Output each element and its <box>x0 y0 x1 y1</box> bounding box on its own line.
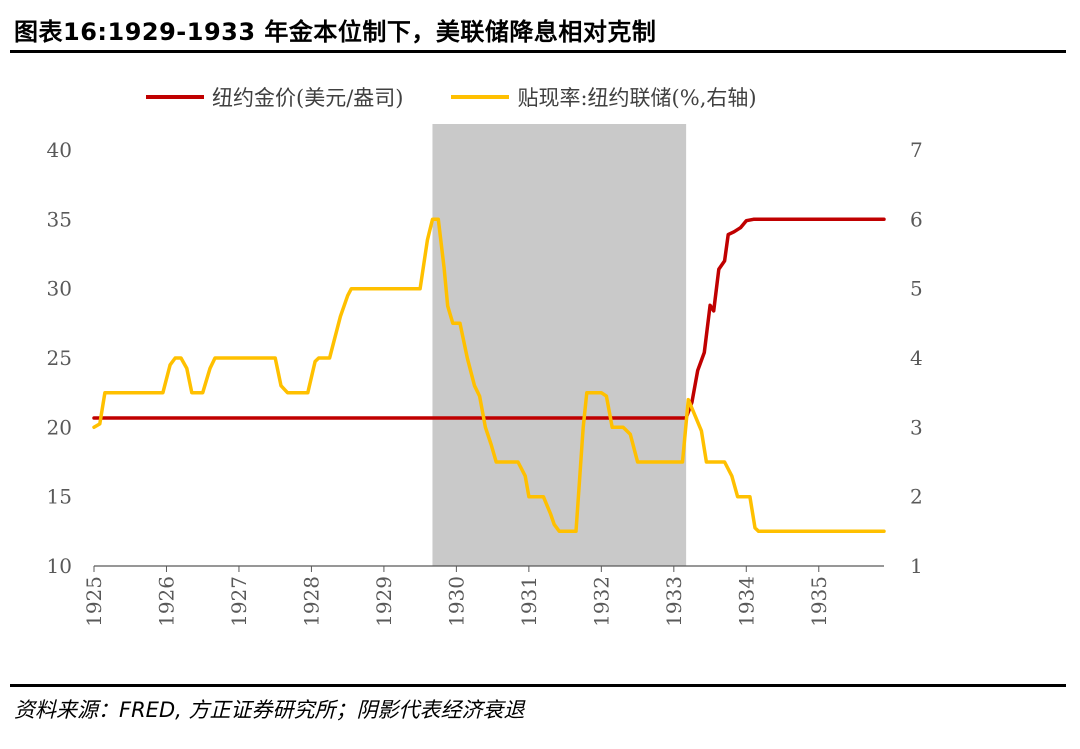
y-right-tick-label: 7 <box>910 138 923 162</box>
y-left-tick-label: 35 <box>47 207 72 231</box>
x-tick-label: 1935 <box>807 576 831 627</box>
x-tick-label: 1931 <box>517 576 541 627</box>
x-tick-label: 1934 <box>734 576 758 627</box>
y-right-tick-label: 1 <box>910 554 923 578</box>
series-line-gold-price <box>92 217 886 420</box>
y-right-tick-label: 2 <box>910 485 923 509</box>
source-note: 资料来源：FRED, 方正证券研究所；阴影代表经济衰退 <box>14 698 525 722</box>
legend-label-discount-rate: 贴现率:纽约联储(%,右轴) <box>517 86 757 110</box>
title-divider <box>10 50 1066 53</box>
x-tick-label: 1927 <box>227 576 251 627</box>
x-tick-label: 1928 <box>299 576 323 627</box>
y-left-tick-label: 15 <box>47 485 72 509</box>
chart-legend: 纽约金价(美元/盎司) 贴现率:纽约联储(%,右轴) <box>146 82 805 112</box>
x-tick-label: 1925 <box>82 576 106 627</box>
legend-label-gold-price: 纽约金价(美元/盎司) <box>212 86 404 110</box>
legend-item-gold-price: 纽约金价(美元/盎司) <box>146 82 403 112</box>
figure-title: 图表16:1929-1933 年金本位制下，美联储降息相对克制 <box>14 18 657 46</box>
x-tick-label: 1932 <box>589 576 613 627</box>
legend-item-discount-rate: 贴现率:纽约联储(%,右轴) <box>451 82 757 112</box>
y-right-tick-label: 5 <box>910 277 923 301</box>
x-tick-label: 1930 <box>444 576 468 627</box>
y-left-tick-label: 30 <box>47 277 72 301</box>
series-line-discount-rate <box>92 217 886 534</box>
y-right-tick-label: 3 <box>910 415 923 439</box>
recession-shading-0 <box>432 124 687 566</box>
source-divider <box>10 684 1066 687</box>
y-left-tick-label: 40 <box>47 138 72 162</box>
x-tick-label: 1929 <box>372 576 396 627</box>
y-right-tick-label: 6 <box>910 207 923 231</box>
line-chart: 1925 1926 1927 1928 1929 1930 1931 1932 1933 1934… <box>47 124 923 627</box>
y-right-tick-label: 4 <box>910 346 923 370</box>
y-left-tick-label: 25 <box>47 346 72 370</box>
y-left-tick-label: 10 <box>47 554 72 578</box>
legend-swatch-gold-price <box>146 95 204 99</box>
x-tick-label: 1933 <box>662 576 686 627</box>
legend-swatch-discount-rate <box>451 95 510 99</box>
x-tick-label: 1926 <box>154 576 178 627</box>
y-left-tick-label: 20 <box>47 415 72 439</box>
